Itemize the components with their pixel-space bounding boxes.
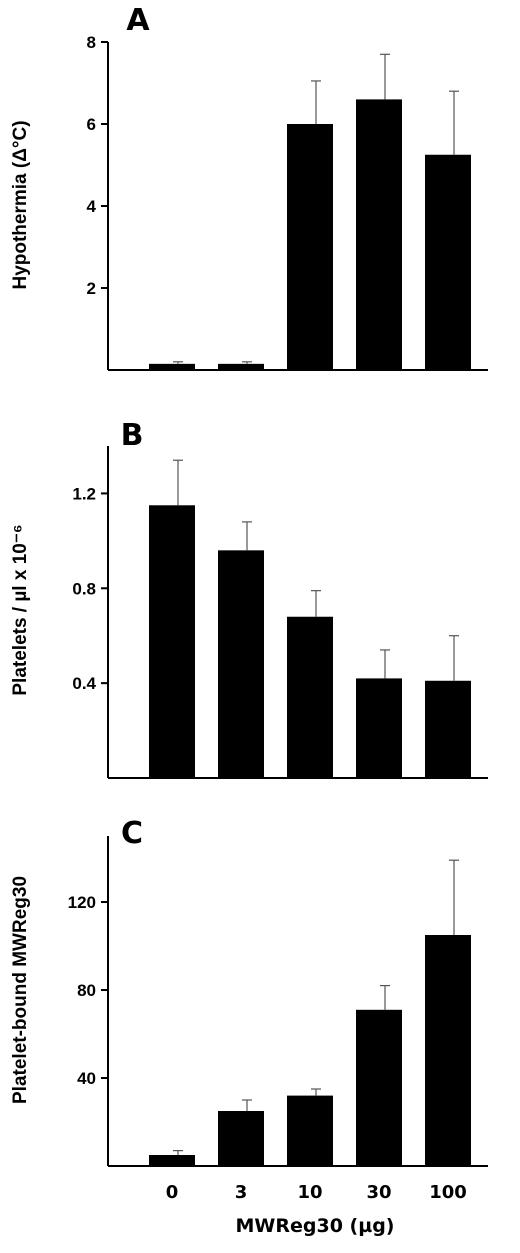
y-tick-label: 4 <box>87 197 97 216</box>
bar <box>149 1155 195 1166</box>
y-axis-title: Platelet-bound MWReg30 <box>10 876 31 1104</box>
bar <box>425 935 471 1166</box>
x-tick-label: 100 <box>429 1182 467 1203</box>
y-tick-label: 1.2 <box>72 484 96 503</box>
panel-letter: B <box>121 418 144 453</box>
bar <box>218 550 264 778</box>
panel-letter: C <box>121 816 143 851</box>
y-axis-title: Hypothermia (Δ°C) <box>10 120 31 289</box>
bar <box>149 505 195 778</box>
y-tick-label: 80 <box>77 981 96 1000</box>
x-tick-label: 3 <box>235 1182 248 1203</box>
x-tick-label: 30 <box>366 1182 391 1203</box>
y-tick-label: 0.4 <box>72 674 96 693</box>
panel-b: B 0.4 0.8 1.2 Platelets / µl x 10⁻⁶ <box>10 418 488 779</box>
y-tick-label: 8 <box>87 33 96 52</box>
y-tick-label: 6 <box>87 115 96 134</box>
bar <box>218 1111 264 1166</box>
bar <box>356 99 402 371</box>
y-tick-label: 40 <box>77 1069 96 1088</box>
bar <box>356 678 402 778</box>
bar <box>425 680 471 778</box>
bar <box>356 1009 402 1166</box>
x-tick-label: 0 <box>166 1182 179 1203</box>
y-tick-label: 120 <box>68 893 96 912</box>
y-axis-title: Platelets / µl x 10⁻⁶ <box>10 524 31 695</box>
panel-letter: A <box>126 3 150 38</box>
bar <box>287 616 333 778</box>
x-axis-tick-labels: 0 3 10 30 100 <box>166 1182 467 1203</box>
bar <box>287 1095 333 1166</box>
bar <box>425 154 471 370</box>
bar <box>287 124 333 370</box>
y-tick-label: 2 <box>87 279 96 298</box>
x-tick-label: 10 <box>297 1182 322 1203</box>
bar <box>218 363 264 370</box>
panel-c: C 40 80 120 Platelet-bound MWReg30 <box>10 816 488 1167</box>
y-tick-label: 0.8 <box>72 579 96 598</box>
x-axis-title: MWReg30 (µg) <box>236 1215 395 1237</box>
panel-a: A 2 4 6 8 Hypothermia (Δ°C) <box>10 3 488 371</box>
bar <box>149 363 195 370</box>
